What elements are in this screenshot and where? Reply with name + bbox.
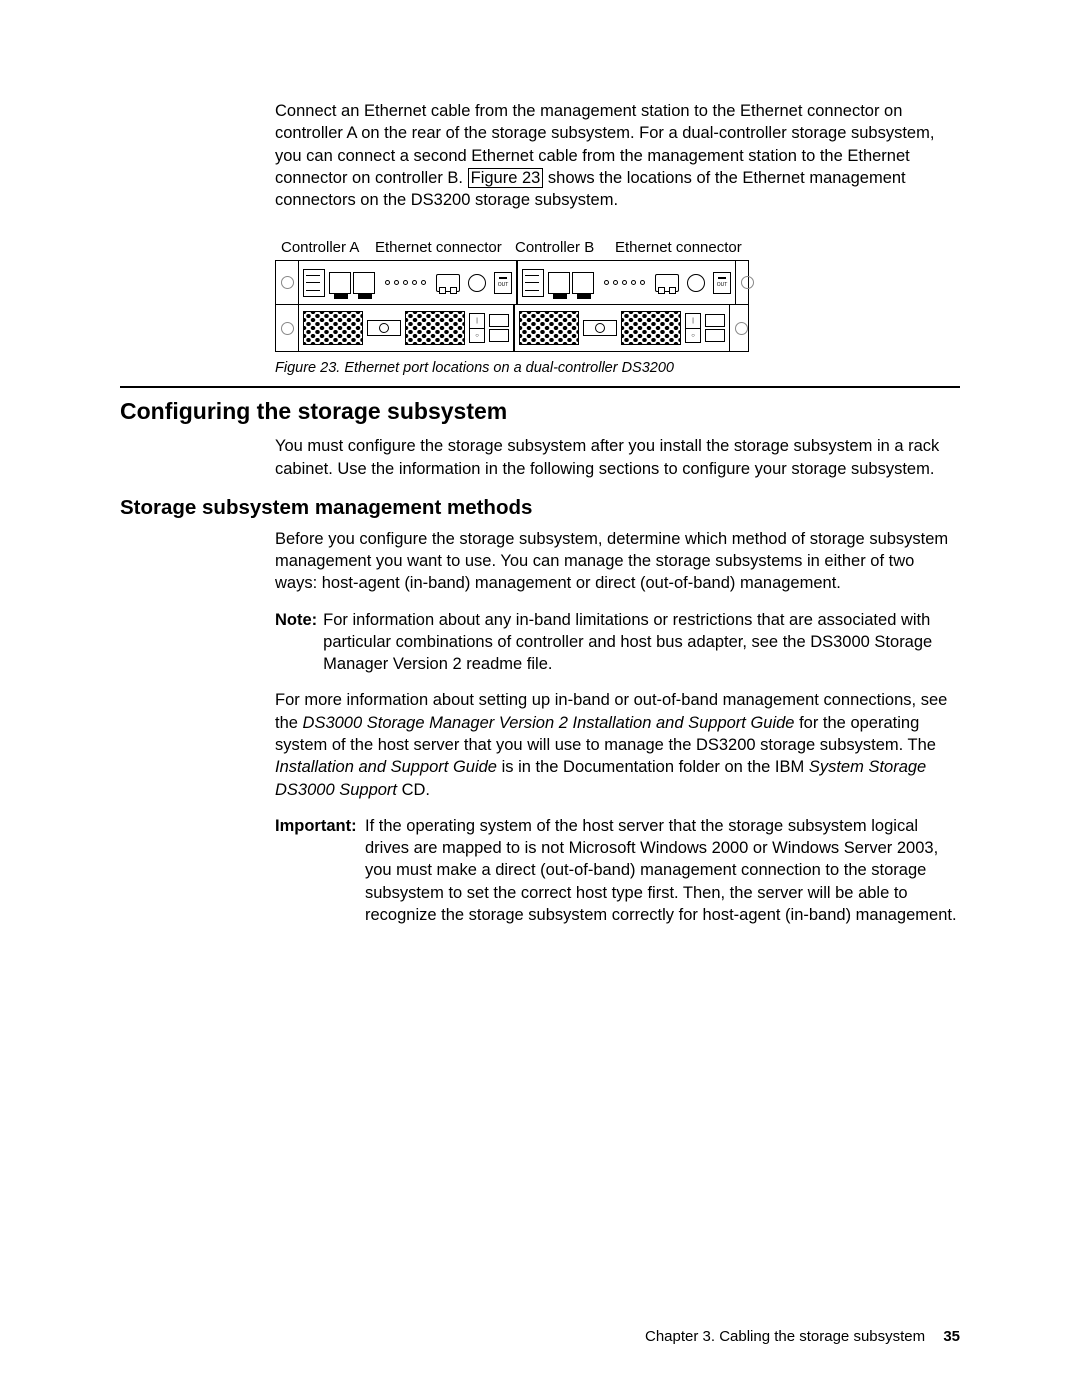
- figure-link[interactable]: Figure 23: [468, 168, 544, 188]
- intro-paragraph: Connect an Ethernet cable from the manag…: [275, 100, 960, 211]
- intro-section: Connect an Ethernet cable from the manag…: [275, 100, 960, 376]
- note-text: For information about any in-band limita…: [323, 609, 960, 676]
- diagram-labels: Controller A Ethernet connector Controll…: [281, 239, 960, 256]
- screw-icon: [276, 261, 298, 304]
- p3-i1: DS3000 Storage Manager Version 2 Install…: [303, 714, 795, 732]
- footer-page-number: 35: [943, 1328, 960, 1345]
- knob-icon: [687, 274, 705, 292]
- more-info-paragraph: For more information about setting up in…: [275, 689, 960, 800]
- methods-section: Before you configure the storage subsyst…: [275, 528, 960, 926]
- methods-paragraph: Before you configure the storage subsyst…: [275, 528, 960, 595]
- switch-icon: |○: [685, 313, 701, 343]
- switch-icon: |○: [469, 313, 485, 343]
- config-paragraph: You must configure the storage subsystem…: [275, 435, 960, 480]
- mini-ports: [489, 314, 509, 342]
- label-ethernet-2: Ethernet connector: [615, 239, 742, 256]
- psu-right: |○: [514, 305, 730, 351]
- indicator-dots: [385, 280, 426, 285]
- controller-a: OUT: [298, 261, 517, 304]
- out-port: OUT: [494, 272, 512, 294]
- label-controller-b: Controller B: [515, 239, 615, 256]
- heading-management-methods: Storage subsystem management methods: [120, 496, 960, 520]
- device-diagram: OUT OUT: [275, 260, 749, 352]
- fan-icon: [367, 320, 401, 336]
- note-block: Note: For information about any in-band …: [275, 609, 960, 676]
- note-label: Note:: [275, 609, 323, 676]
- controller-b: OUT: [517, 261, 736, 304]
- device-bottom-row: |○ |○: [276, 305, 748, 351]
- psu-left: |○: [298, 305, 514, 351]
- p3-i2: Installation and Support Guide: [275, 758, 497, 776]
- footer-chapter: Chapter 3. Cabling the storage subsystem: [645, 1328, 925, 1345]
- mini-ports: [705, 314, 725, 342]
- ethernet-port-icon: [436, 274, 460, 292]
- p3-c: is in the Documentation folder on the IB…: [497, 758, 809, 776]
- screw-icon: [736, 261, 758, 304]
- screw-icon: [730, 305, 752, 351]
- fan-icon: [583, 320, 617, 336]
- figure-23: Controller A Ethernet connector Controll…: [275, 239, 960, 376]
- heading-configuring: Configuring the storage subsystem: [120, 398, 960, 425]
- config-section: You must configure the storage subsystem…: [275, 435, 960, 480]
- section-rule: [120, 386, 960, 388]
- led-strip: [303, 269, 325, 297]
- vent-icon: [621, 311, 681, 345]
- p3-d: CD.: [397, 781, 430, 799]
- indicator-dots: [604, 280, 645, 285]
- label-ethernet-1: Ethernet connector: [375, 239, 515, 256]
- vent-icon: [519, 311, 579, 345]
- figure-caption: Figure 23. Ethernet port locations on a …: [275, 360, 960, 376]
- screw-icon: [276, 305, 298, 351]
- sas-ports: [329, 272, 375, 294]
- knob-icon: [468, 274, 486, 292]
- ethernet-port-icon: [655, 274, 679, 292]
- led-strip: [522, 269, 544, 297]
- vent-icon: [405, 311, 465, 345]
- label-controller-a: Controller A: [281, 239, 375, 256]
- important-label: Important:: [275, 815, 365, 926]
- page-footer: Chapter 3. Cabling the storage subsystem…: [645, 1328, 960, 1345]
- vent-icon: [303, 311, 363, 345]
- sas-ports: [548, 272, 594, 294]
- device-top-row: OUT OUT: [276, 261, 748, 305]
- important-block: Important: If the operating system of th…: [275, 815, 960, 926]
- important-text: If the operating system of the host serv…: [365, 815, 960, 926]
- page: Connect an Ethernet cable from the manag…: [0, 0, 1080, 1000]
- out-port: OUT: [713, 272, 731, 294]
